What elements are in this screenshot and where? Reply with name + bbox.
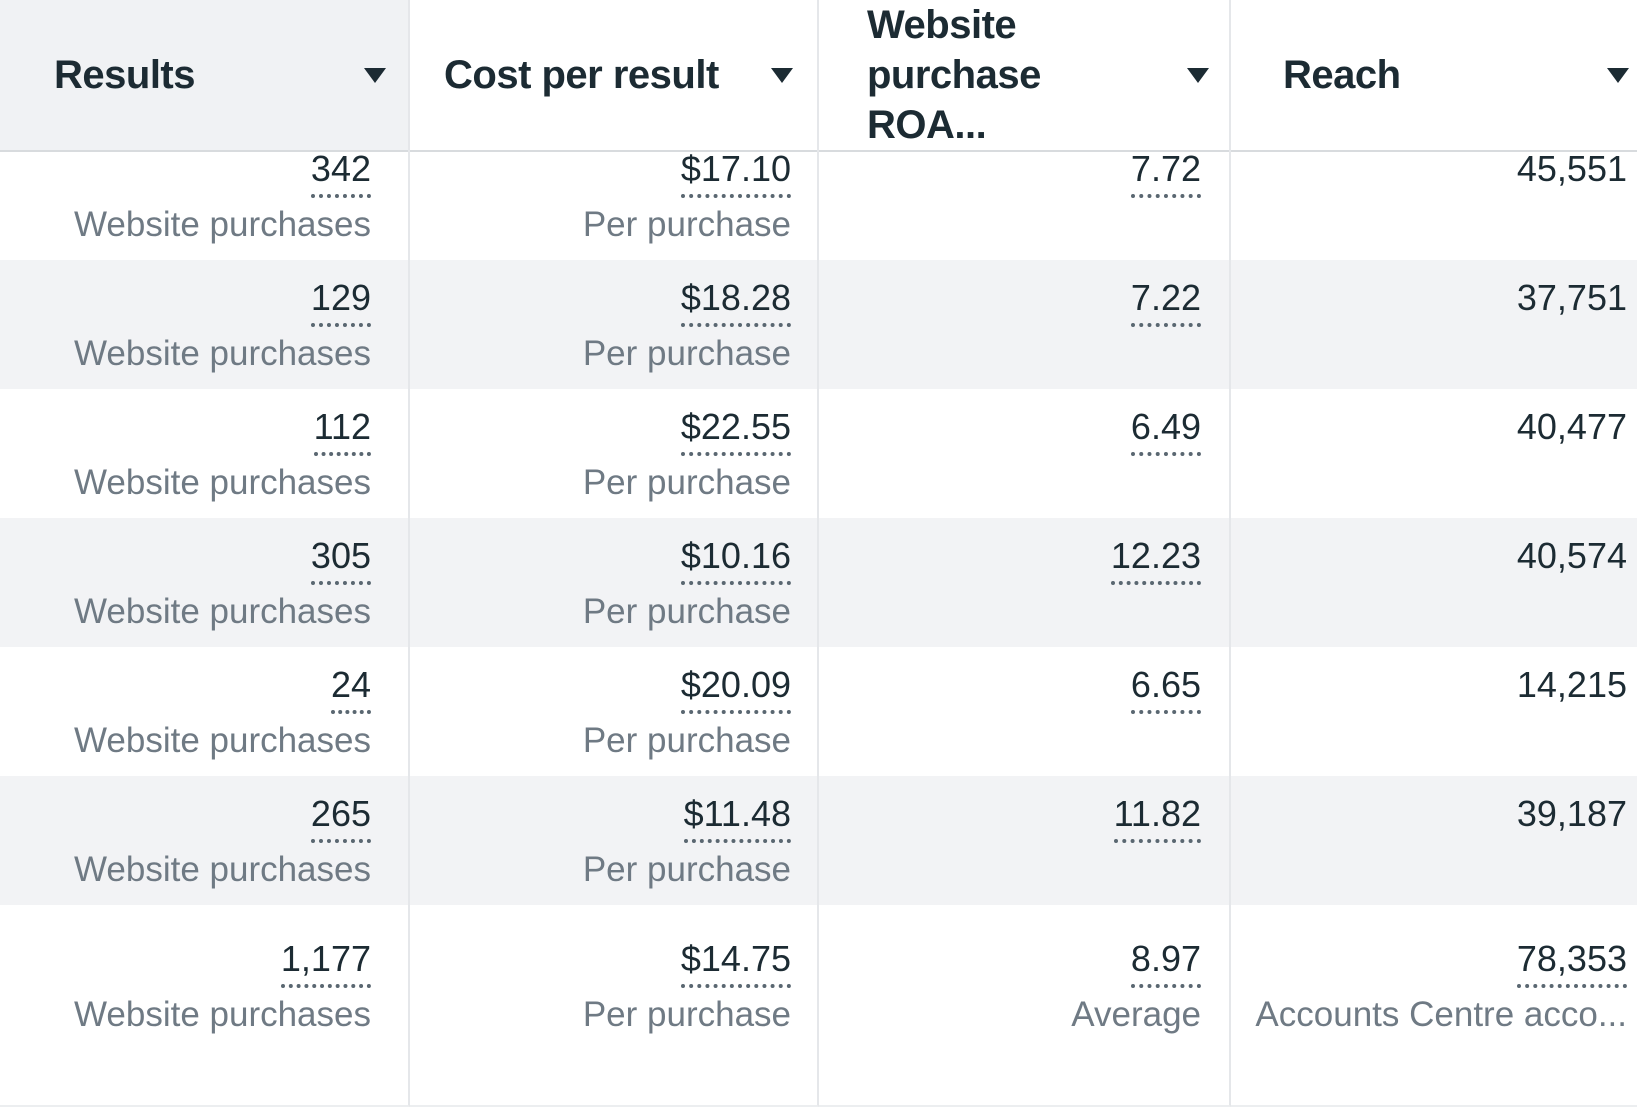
roas-cell: 12.23 <box>819 518 1231 647</box>
cost-per-result-cell: $18.28 Per purchase <box>410 260 819 389</box>
sort-caret-icon[interactable] <box>1187 67 1209 83</box>
table-header-row: Results Cost per result Website purchase… <box>0 0 1637 152</box>
reach-total-sublabel: Accounts Centre acco... <box>1255 995 1627 1034</box>
results-sublabel: Website purchases <box>73 334 371 373</box>
table-summary-row: 1,177 Website purchases $14.75 Per purch… <box>0 905 1637 1107</box>
table-row: 305 Website purchases $10.16 Per purchas… <box>0 518 1637 647</box>
results-sublabel: Website purchases <box>73 205 371 244</box>
reach-value: 40,574 <box>1516 535 1627 576</box>
cost-total-value[interactable]: $14.75 <box>680 937 791 988</box>
roas-value[interactable]: 6.49 <box>1130 405 1201 456</box>
table-row: 129 Website purchases $18.28 Per purchas… <box>0 260 1637 389</box>
cost-per-result-value[interactable]: $22.55 <box>680 405 791 456</box>
column-header-label: Results <box>54 53 196 97</box>
roas-total-sublabel: Average <box>1071 995 1201 1034</box>
results-sublabel: Website purchases <box>73 721 371 760</box>
sort-caret-icon[interactable] <box>1607 67 1629 83</box>
cost-per-result-cell: $17.10 Per purchase <box>410 131 819 260</box>
results-value[interactable]: 112 <box>313 405 371 456</box>
cost-per-result-sublabel: Per purchase <box>582 850 791 889</box>
results-value[interactable]: 342 <box>310 147 371 198</box>
roas-cell: 11.82 <box>819 776 1231 905</box>
reach-value: 37,751 <box>1516 277 1627 318</box>
results-value[interactable]: 24 <box>330 663 371 714</box>
results-cell: 265 Website purchases <box>0 776 410 905</box>
results-value[interactable]: 129 <box>310 276 371 327</box>
roas-total-value[interactable]: 8.97 <box>1130 937 1201 988</box>
reach-value: 14,215 <box>1516 664 1627 705</box>
column-header-website-purchase-roas[interactable]: Website purchase ROA... <box>819 0 1231 152</box>
results-cell: 129 Website purchases <box>0 260 410 389</box>
roas-cell: 6.49 <box>819 389 1231 518</box>
reach-value: 45,551 <box>1516 148 1627 189</box>
roas-total-cell: 8.97 Average <box>819 905 1231 1107</box>
sort-caret-icon[interactable] <box>364 67 386 83</box>
reach-total-cell: 78,353 Accounts Centre acco... <box>1231 905 1637 1107</box>
cost-per-result-value[interactable]: $10.16 <box>680 534 791 585</box>
roas-value[interactable]: 6.65 <box>1130 663 1201 714</box>
column-header-label: Cost per result <box>444 53 719 97</box>
roas-cell: 7.72 <box>819 131 1231 260</box>
cost-per-result-sublabel: Per purchase <box>582 463 791 502</box>
results-value[interactable]: 305 <box>310 534 371 585</box>
reach-cell: 39,187 <box>1231 776 1637 905</box>
roas-value[interactable]: 11.82 <box>1113 792 1201 843</box>
results-cell: 24 Website purchases <box>0 647 410 776</box>
cost-per-result-value[interactable]: $20.09 <box>680 663 791 714</box>
cost-per-result-sublabel: Per purchase <box>582 205 791 244</box>
results-total-cell: 1,177 Website purchases <box>0 905 410 1107</box>
cost-per-result-value[interactable]: $17.10 <box>680 147 791 198</box>
column-header-label: Website purchase ROA... <box>867 3 1041 147</box>
cost-total-cell: $14.75 Per purchase <box>410 905 819 1107</box>
cost-per-result-cell: $20.09 Per purchase <box>410 647 819 776</box>
results-cell: 342 Website purchases <box>0 131 410 260</box>
reach-total-value[interactable]: 78,353 <box>1516 937 1627 988</box>
cost-per-result-cell: $11.48 Per purchase <box>410 776 819 905</box>
table-row: 112 Website purchases $22.55 Per purchas… <box>0 389 1637 518</box>
roas-value[interactable]: 12.23 <box>1110 534 1201 585</box>
column-header-cost-per-result[interactable]: Cost per result <box>410 0 819 152</box>
cost-per-result-value[interactable]: $11.48 <box>683 792 791 843</box>
table-row: 24 Website purchases $20.09 Per purchase… <box>0 647 1637 776</box>
reach-value: 39,187 <box>1516 793 1627 834</box>
reach-cell: 45,551 <box>1231 131 1637 260</box>
reach-cell: 40,574 <box>1231 518 1637 647</box>
reach-cell: 37,751 <box>1231 260 1637 389</box>
results-sublabel: Website purchases <box>73 592 371 631</box>
cost-per-result-value[interactable]: $18.28 <box>680 276 791 327</box>
table-row: 342 Website purchases $17.10 Per purchas… <box>0 131 1637 260</box>
roas-cell: 7.22 <box>819 260 1231 389</box>
cost-per-result-sublabel: Per purchase <box>582 721 791 760</box>
table-row: 265 Website purchases $11.48 Per purchas… <box>0 776 1637 905</box>
reach-cell: 40,477 <box>1231 389 1637 518</box>
cost-per-result-sublabel: Per purchase <box>582 334 791 373</box>
roas-cell: 6.65 <box>819 647 1231 776</box>
sort-caret-icon[interactable] <box>771 67 793 83</box>
results-value[interactable]: 265 <box>310 792 371 843</box>
column-header-results[interactable]: Results <box>0 0 410 152</box>
roas-value[interactable]: 7.22 <box>1130 276 1201 327</box>
roas-value[interactable]: 7.72 <box>1130 147 1201 198</box>
reach-cell: 14,215 <box>1231 647 1637 776</box>
results-total-value[interactable]: 1,177 <box>280 937 371 988</box>
cost-per-result-sublabel: Per purchase <box>582 592 791 631</box>
results-sublabel: Website purchases <box>73 850 371 889</box>
results-cell: 305 Website purchases <box>0 518 410 647</box>
results-cell: 112 Website purchases <box>0 389 410 518</box>
cost-per-result-cell: $10.16 Per purchase <box>410 518 819 647</box>
results-sublabel: Website purchases <box>73 463 371 502</box>
column-header-reach[interactable]: Reach <box>1231 0 1637 152</box>
cost-per-result-cell: $22.55 Per purchase <box>410 389 819 518</box>
column-header-label: Reach <box>1283 53 1401 97</box>
reach-value: 40,477 <box>1516 406 1627 447</box>
cost-total-sublabel: Per purchase <box>582 995 791 1034</box>
results-total-sublabel: Website purchases <box>73 995 371 1034</box>
